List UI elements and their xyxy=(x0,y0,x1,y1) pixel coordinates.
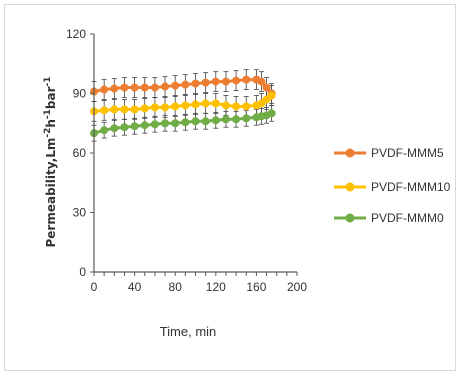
y-tick-label: 30 xyxy=(73,206,87,220)
data-point xyxy=(191,79,200,88)
data-point xyxy=(100,85,109,94)
x-tick-label: 200 xyxy=(287,280,307,294)
data-point xyxy=(140,121,149,130)
data-point xyxy=(211,77,220,86)
data-point xyxy=(181,101,190,110)
data-point xyxy=(110,105,119,114)
data-point xyxy=(120,123,129,132)
data-point xyxy=(161,103,170,112)
x-axis-title: Time, min xyxy=(160,324,217,339)
data-point xyxy=(140,83,149,92)
y-ticks: 0 30 60 90 120 xyxy=(66,27,94,279)
y-tick-label: 60 xyxy=(73,146,87,160)
data-point xyxy=(150,83,159,92)
chart-frame xyxy=(4,4,456,371)
legend-label: PVDF-MMM5 xyxy=(371,146,444,160)
data-point xyxy=(201,78,210,87)
data-point xyxy=(242,114,251,123)
data-point xyxy=(181,118,190,127)
data-point xyxy=(267,91,276,100)
chart-legend: PVDF-MMM5 PVDF-MMM10 PVDF-MMM0 xyxy=(334,146,451,225)
data-point xyxy=(150,120,159,129)
data-point xyxy=(171,81,180,90)
y-tick-label: 0 xyxy=(79,265,86,279)
data-point xyxy=(232,115,241,124)
series-points xyxy=(90,75,276,138)
data-point xyxy=(191,117,200,126)
x-tick-label: 40 xyxy=(128,280,142,294)
data-point xyxy=(242,102,251,111)
data-point xyxy=(130,83,139,92)
data-point xyxy=(181,80,190,89)
data-point xyxy=(120,105,129,114)
data-point xyxy=(161,119,170,128)
data-point xyxy=(221,77,230,86)
legend-marker xyxy=(345,148,355,158)
data-point xyxy=(267,109,276,118)
x-tick-label: 80 xyxy=(169,280,183,294)
data-point xyxy=(232,76,241,85)
data-point xyxy=(221,101,230,110)
data-point xyxy=(211,116,220,125)
data-point xyxy=(110,124,119,133)
data-point xyxy=(120,83,129,92)
data-point xyxy=(130,105,139,114)
data-point xyxy=(140,104,149,113)
data-point xyxy=(257,77,266,86)
data-point xyxy=(161,82,170,91)
data-point xyxy=(171,102,180,111)
x-tick-label: 0 xyxy=(91,280,98,294)
legend-label: PVDF-MMM10 xyxy=(371,180,451,194)
x-tick-label: 160 xyxy=(246,280,266,294)
data-point xyxy=(211,99,220,108)
legend-marker xyxy=(345,213,355,223)
data-point xyxy=(171,119,180,128)
data-point xyxy=(201,117,210,126)
data-point xyxy=(110,84,119,93)
data-point xyxy=(100,106,109,115)
data-point xyxy=(191,100,200,109)
data-point xyxy=(242,75,251,84)
legend-marker xyxy=(345,182,355,192)
legend-label: PVDF-MMM0 xyxy=(371,211,444,225)
x-ticks: 0 40 80 120 160 200 xyxy=(91,272,307,294)
data-point xyxy=(201,99,210,108)
x-tick-label: 120 xyxy=(206,280,226,294)
data-point xyxy=(130,122,139,131)
data-point xyxy=(232,102,241,111)
y-tick-label: 90 xyxy=(73,87,87,101)
data-point xyxy=(100,126,109,135)
y-axis-title: Permeability,Lm-2h-1bar-1 xyxy=(43,76,58,247)
data-point xyxy=(150,103,159,112)
data-point xyxy=(262,83,271,92)
y-tick-label: 120 xyxy=(66,27,86,41)
data-point xyxy=(221,115,230,124)
